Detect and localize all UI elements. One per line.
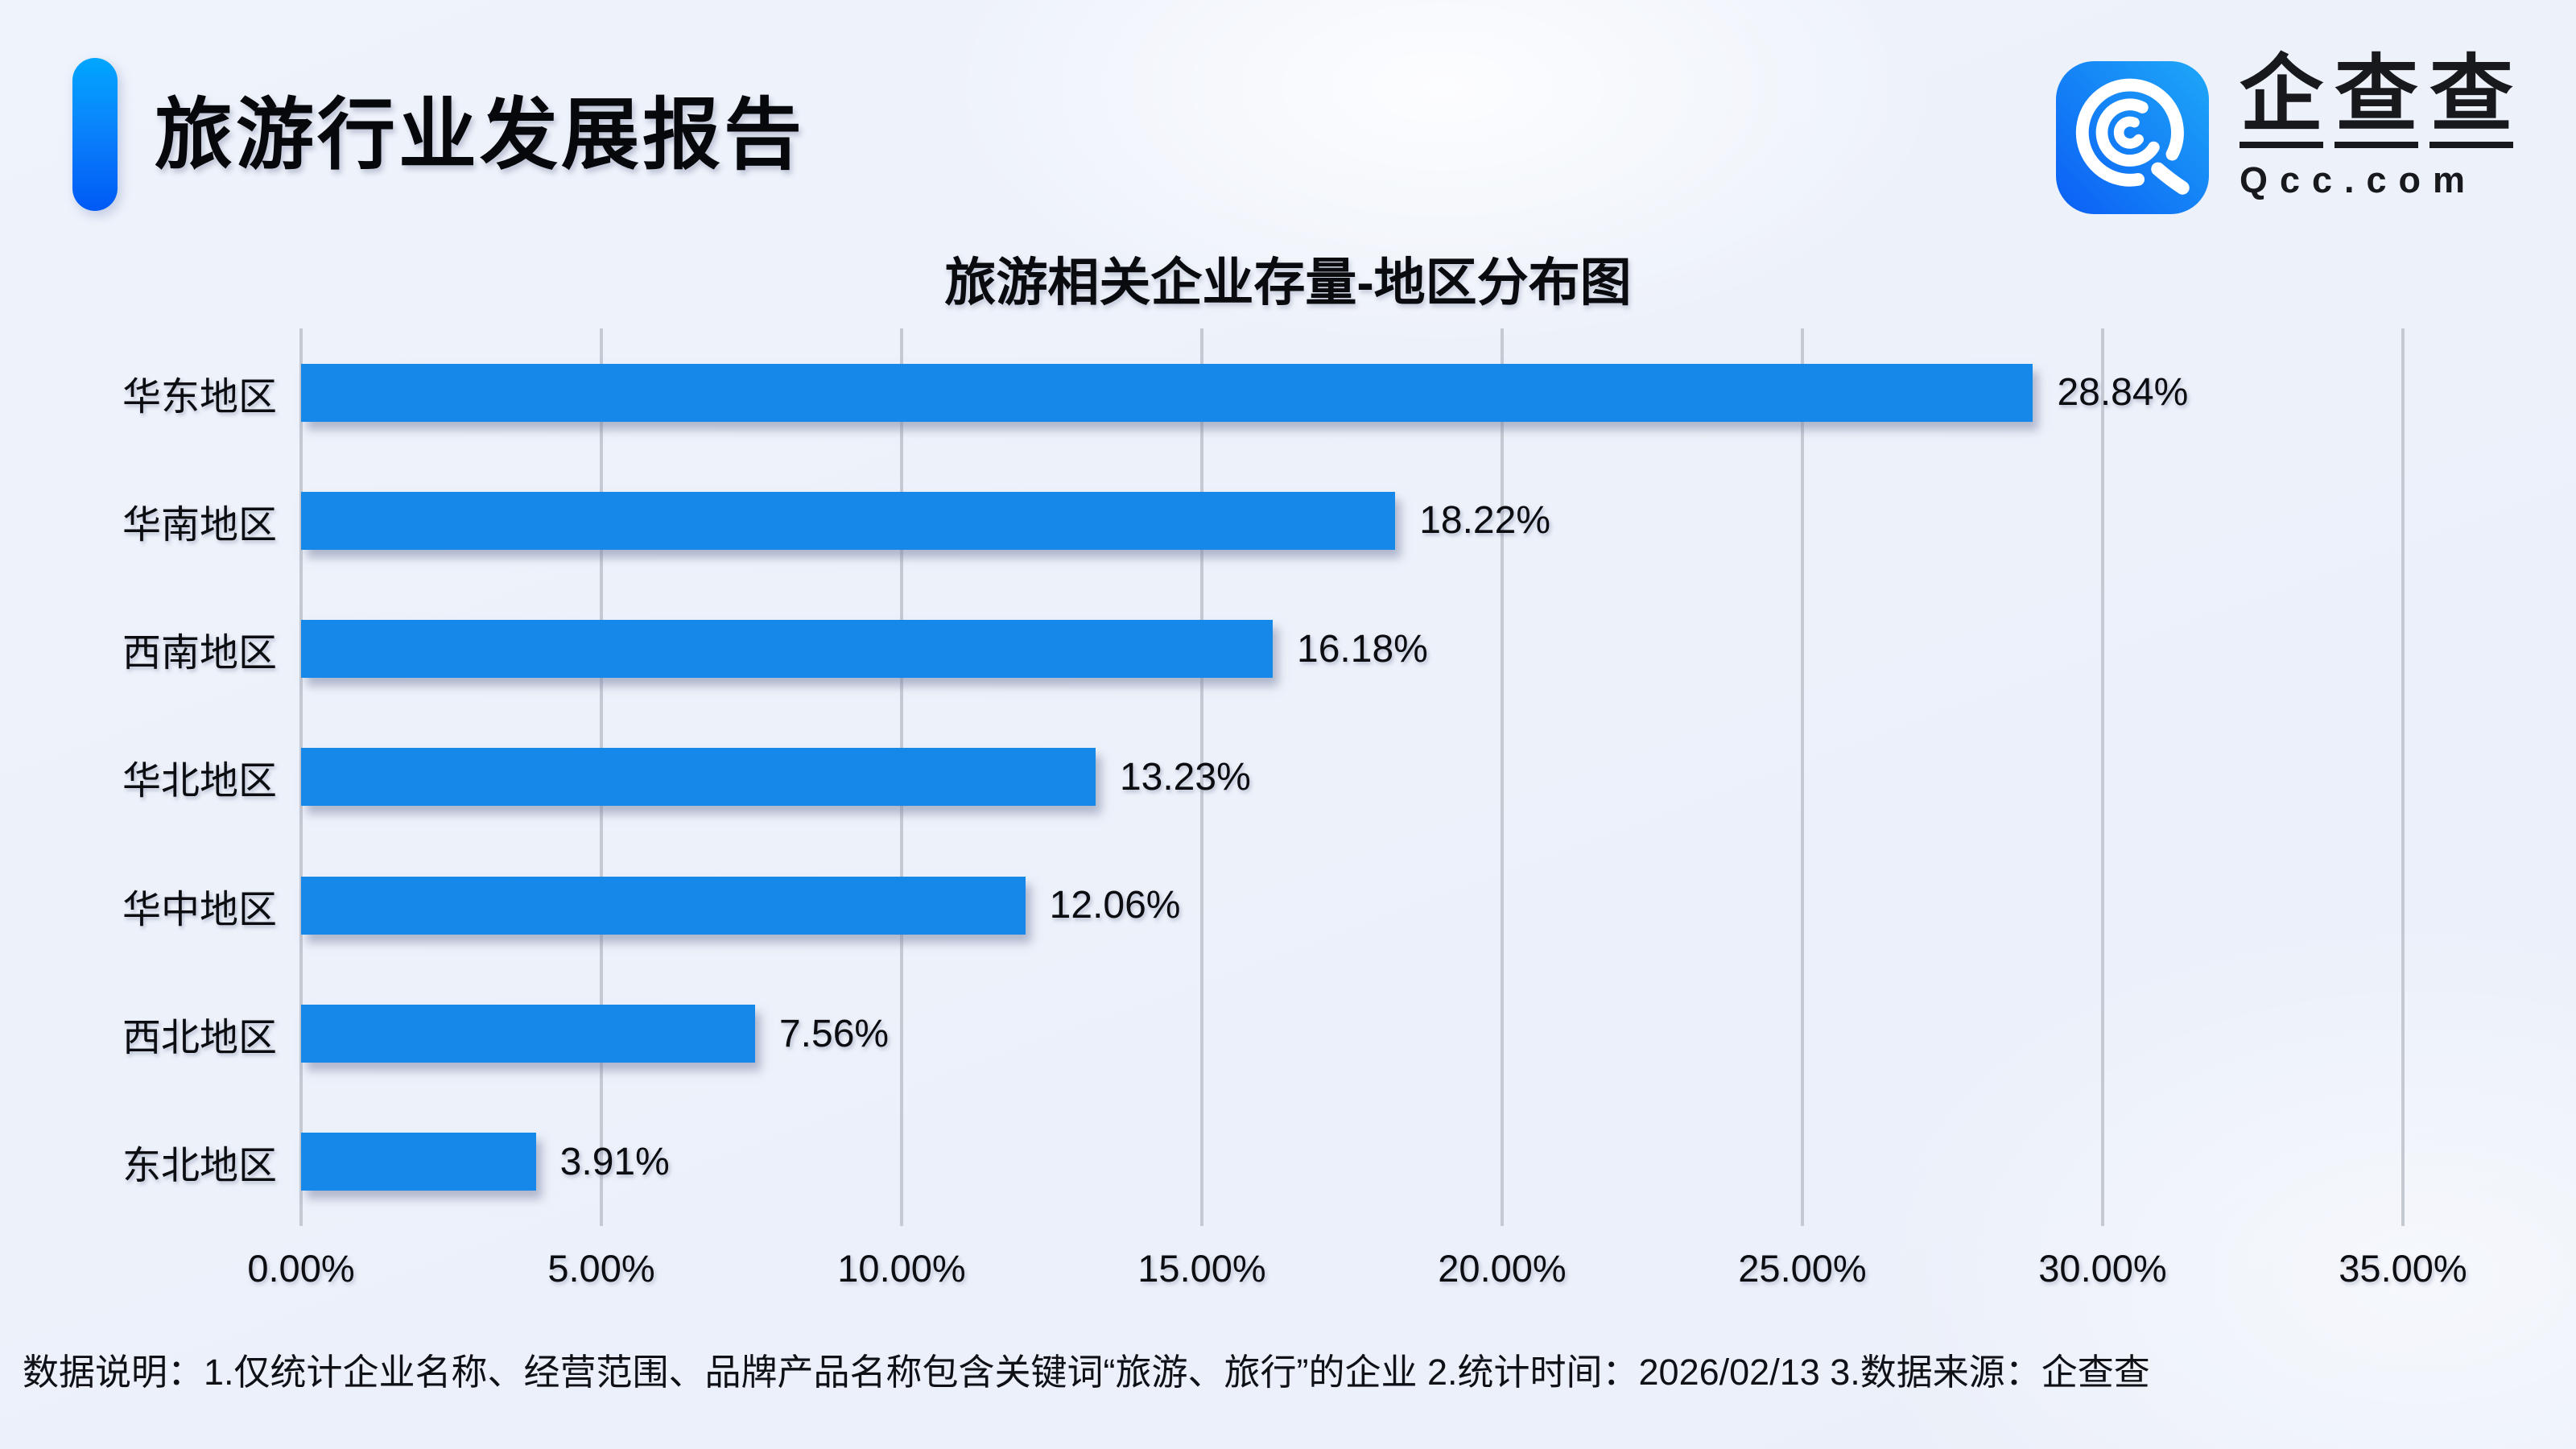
gridline [1200,328,1203,1226]
category-label: 华北地区 [122,760,277,803]
category-label: 华东地区 [122,375,277,419]
bar [301,491,1396,550]
bar [301,363,2033,422]
bar [301,620,1274,679]
bar-row: 华北地区 13.23% [122,713,2403,841]
x-tick-label: 25.00% [1738,1247,1867,1290]
gridline [1501,328,1504,1226]
gridline [2401,328,2405,1226]
brand-char: 查 [2334,50,2418,149]
value-label: 28.84% [2057,371,2189,415]
bar-rows: 华东地区 28.84% 华南地区 18.22% 西南地区 16.18% 华北地区… [122,328,2403,1226]
category-label: 东北地区 [122,1145,277,1188]
brand-domain: Qcc.com [2239,159,2478,201]
bar-row: 西南地区 16.18% [122,585,2403,713]
brand-char: 企 [2239,50,2323,149]
x-tick-label: 20.00% [1438,1247,1567,1290]
data-footnote: 数据说明：1.仅统计企业名称、经营范围、品牌产品名称包含关键词“旅游、旅行”的企… [23,1352,2150,1393]
bar [301,1005,755,1063]
bar [301,748,1096,807]
x-tick-label: 35.00% [2339,1247,2467,1290]
value-label: 7.56% [778,1012,890,1055]
x-tick-label: 15.00% [1137,1247,1266,1290]
bar-row: 东北地区 3.91% [122,1098,2403,1226]
bar-row: 华中地区 12.06% [122,841,2403,969]
gridline [1801,328,1804,1226]
brand-name-cn: 企 查 查 [2239,50,2513,149]
title-accent-bar [72,58,118,211]
x-tick-label: 10.00% [837,1247,966,1290]
x-axis: 0.00% 5.00% 10.00% 15.00% 20.00% 25.00% 30.00%… [247,1246,2467,1311]
chart-title: 旅游相关企业存量-地区分布图 [944,254,1632,312]
category-label: 西北地区 [122,1017,277,1060]
gridline [2101,328,2104,1226]
x-tick-label: 30.00% [2038,1247,2167,1290]
x-tick-label: 5.00% [547,1247,655,1290]
category-label: 西南地区 [122,632,277,675]
qcc-logo: 企 查 查 Qcc.com [2055,50,2513,214]
value-label: 18.22% [1419,499,1550,543]
x-tick-label: 0.00% [247,1247,355,1290]
qcc-logotype: 企 查 查 Qcc.com [2239,50,2513,201]
plot-area: 华东地区 28.84% 华南地区 18.22% 西南地区 16.18% 华北地区… [122,328,2405,1226]
bar [301,1133,536,1191]
bar-row: 西北地区 7.56% [122,969,2403,1097]
bar-row: 华南地区 18.22% [122,456,2403,584]
bar [301,876,1026,935]
brand-char: 查 [2429,50,2513,149]
page-title: 旅游行业发展报告 [155,91,805,179]
value-label: 3.91% [559,1140,670,1183]
value-label: 16.18% [1297,627,1428,671]
report-header: 旅游行业发展报告 企 查 查 Qcc.c [0,0,2576,242]
category-label: 华南地区 [122,503,277,547]
value-label: 12.06% [1049,884,1181,927]
bar-row: 华东地区 28.84% [122,328,2403,456]
qcc-spiral-magnifier-icon [2055,61,2209,214]
value-label: 13.23% [1119,755,1251,799]
category-label: 华中地区 [122,888,277,931]
